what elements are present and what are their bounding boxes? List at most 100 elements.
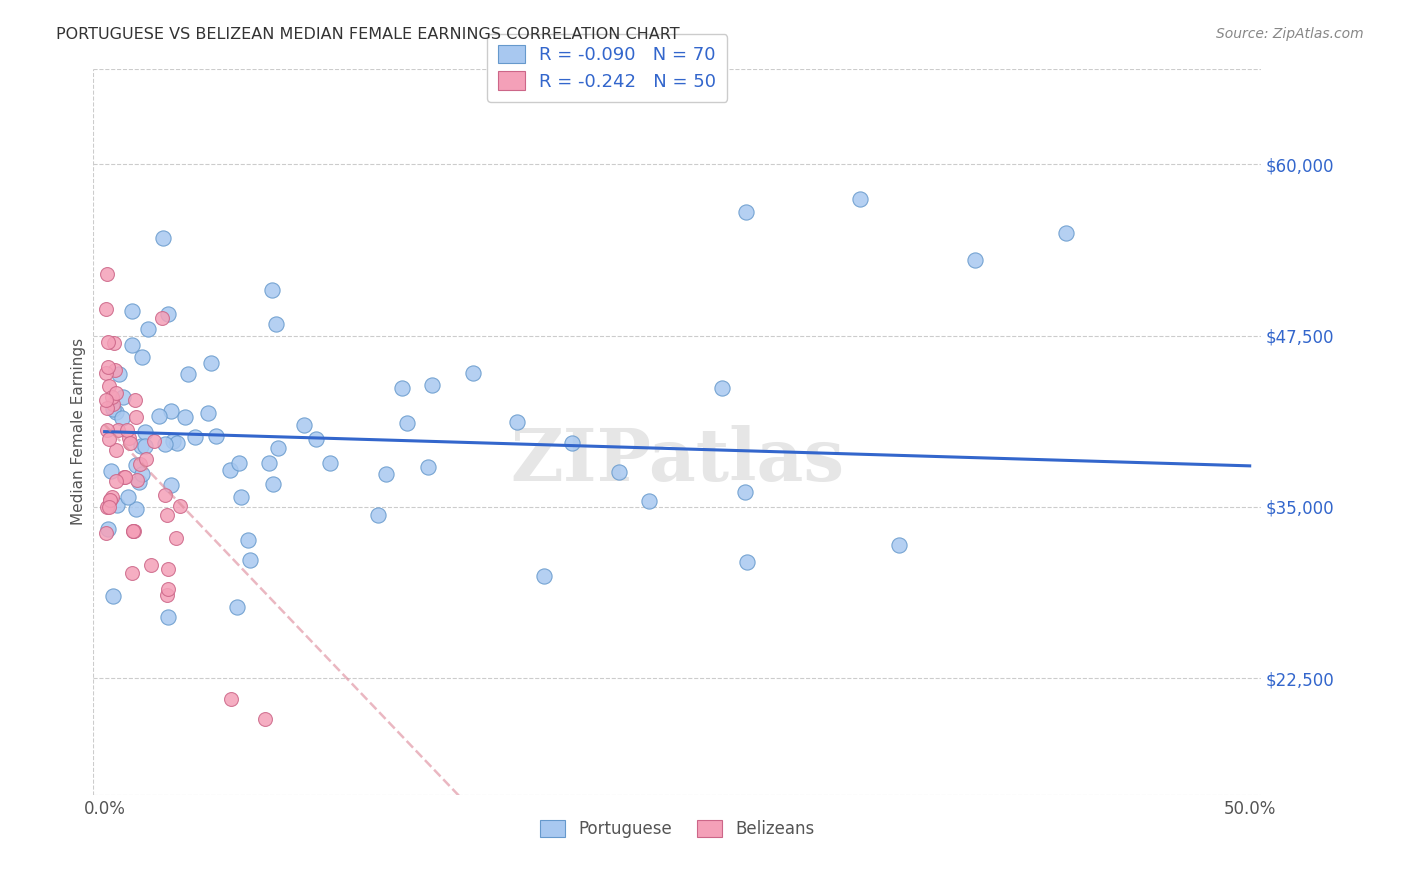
Point [112, 470, 135, 484]
Point [200, 356, 222, 370]
Point [129, 457, 152, 471]
Point [100, 464, 122, 478]
Point [98, 500, 121, 515]
Point [104, 404, 127, 418]
Point [420, 377, 443, 392]
Point [96, 401, 118, 416]
Point [128, 475, 150, 490]
Point [177, 367, 200, 381]
Point [607, 465, 630, 479]
Point [218, 463, 240, 477]
Point [153, 436, 176, 450]
Point [94, 393, 117, 408]
Point [391, 381, 413, 395]
Point [103, 402, 125, 417]
Point [122, 524, 145, 539]
Point [105, 498, 128, 512]
Point [98, 492, 121, 507]
Point [124, 392, 146, 407]
Point [396, 417, 419, 431]
Point [226, 600, 249, 615]
Text: ZIPatlas: ZIPatlas [510, 425, 844, 496]
Point [367, 508, 389, 523]
Point [125, 458, 148, 472]
Point [94, 301, 117, 316]
Text: PORTUGUESE VS BELIZEAN MEDIAN FEMALE EARNINGS CORRELATION CHART: PORTUGUESE VS BELIZEAN MEDIAN FEMALE EAR… [56, 27, 681, 42]
Point [105, 442, 128, 457]
Legend: Portuguese, Belizeans: Portuguese, Belizeans [533, 813, 821, 845]
Point [118, 431, 141, 445]
Point [156, 588, 179, 602]
Point [141, 558, 163, 572]
Point [122, 524, 145, 538]
Point [98, 432, 121, 446]
Point [262, 477, 284, 491]
Point [849, 192, 872, 206]
Point [205, 428, 228, 442]
Point [260, 283, 283, 297]
Point [416, 460, 439, 475]
Text: Source: ZipAtlas.com: Source: ZipAtlas.com [1216, 27, 1364, 41]
Point [152, 231, 174, 245]
Point [97, 378, 120, 392]
Point [184, 430, 207, 444]
Point [375, 467, 398, 482]
Point [117, 490, 139, 504]
Point [162, 434, 184, 448]
Point [135, 452, 157, 467]
Point [97, 334, 120, 349]
Point [219, 691, 242, 706]
Point [143, 434, 166, 448]
Point [125, 501, 148, 516]
Point [131, 467, 153, 482]
Point [121, 303, 143, 318]
Point [169, 500, 191, 514]
Point [100, 491, 122, 505]
Point [115, 423, 138, 437]
Point [734, 205, 756, 219]
Point [125, 410, 148, 425]
Point [121, 338, 143, 352]
Point [887, 538, 910, 552]
Point [561, 435, 583, 450]
Point [1056, 226, 1078, 240]
Point [120, 435, 142, 450]
Point [156, 582, 179, 596]
Point [103, 335, 125, 350]
Point [156, 609, 179, 624]
Point [138, 321, 160, 335]
Point [174, 409, 197, 424]
Point [735, 555, 758, 569]
Point [101, 397, 124, 411]
Point [110, 410, 132, 425]
Point [533, 569, 555, 583]
Y-axis label: Median Female Earnings: Median Female Earnings [72, 338, 86, 525]
Point [94, 366, 117, 380]
Point [305, 432, 328, 446]
Point [157, 562, 180, 576]
Point [963, 253, 986, 268]
Point [101, 391, 124, 405]
Point [131, 351, 153, 365]
Point [105, 475, 128, 489]
Point [94, 526, 117, 541]
Point [97, 523, 120, 537]
Point [150, 310, 173, 325]
Point [124, 524, 146, 538]
Point [264, 317, 287, 331]
Point [165, 531, 187, 545]
Point [638, 494, 661, 508]
Point [228, 456, 250, 470]
Point [229, 490, 252, 504]
Point [96, 500, 118, 515]
Point [236, 533, 259, 548]
Point [134, 425, 156, 440]
Point [125, 473, 148, 487]
Point [105, 385, 128, 400]
Point [114, 470, 136, 484]
Point [319, 456, 342, 470]
Point [153, 488, 176, 502]
Point [101, 590, 124, 604]
Point [160, 477, 183, 491]
Point [112, 390, 135, 404]
